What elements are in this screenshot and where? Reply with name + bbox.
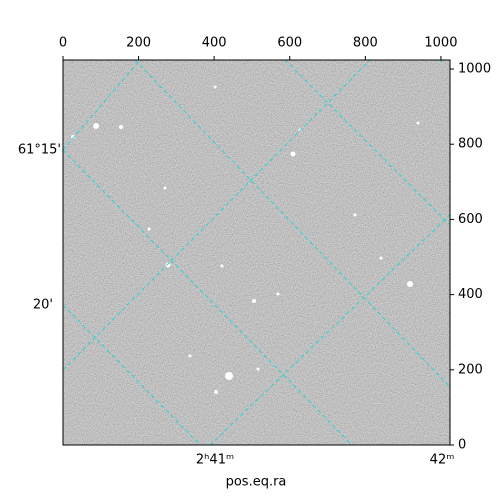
stars (71, 85, 420, 394)
x-tick-label: 600 (277, 36, 302, 51)
dec-label: 20' (33, 298, 53, 313)
y-tick-label: 200 (458, 362, 483, 377)
x-tick-label: 400 (202, 36, 227, 51)
ra-label: 42ᵐ (430, 453, 455, 468)
x-axis-label: pos.eq.ra (226, 475, 287, 490)
y-tick-label: 1000 (458, 62, 491, 77)
coordinate-grid (63, 60, 450, 445)
x-tick-label: 1000 (424, 36, 457, 51)
ra-label: 2ʰ41ᵐ (196, 453, 234, 468)
y-tick-label: 400 (458, 287, 483, 302)
x-tick-label: 800 (353, 36, 378, 51)
y-tick-label: 0 (458, 438, 466, 453)
y-tick-label: 600 (458, 212, 483, 227)
axes-frame (62, 59, 451, 446)
y-tick-label: 800 (458, 137, 483, 152)
dec-label: 61°15' (18, 143, 61, 158)
x-tick-label: 0 (59, 36, 67, 51)
x-tick-label: 200 (126, 36, 151, 51)
image-noise (63, 60, 450, 445)
